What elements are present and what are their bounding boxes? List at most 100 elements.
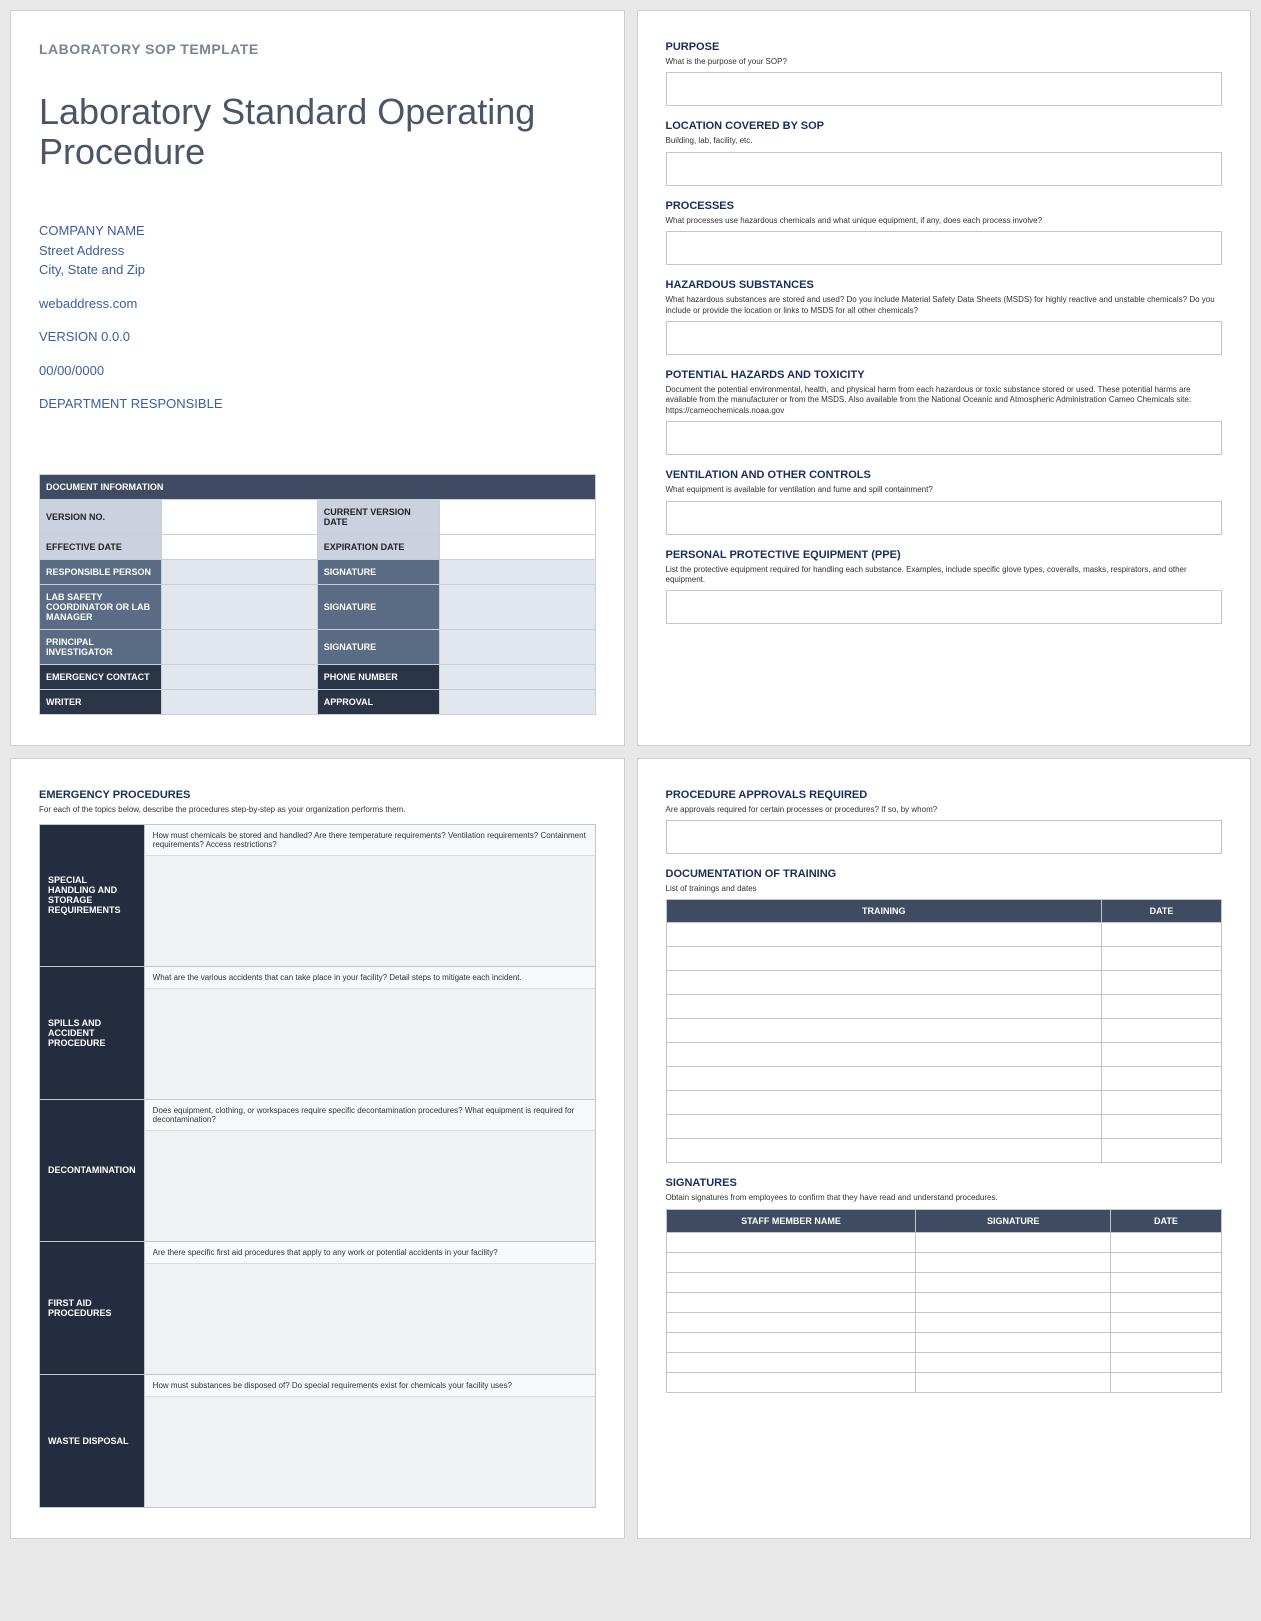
- form-section: PROCESSESWhat processes use hazardous ch…: [666, 200, 1223, 265]
- section-desc: Building, lab, facility, etc.: [666, 136, 1223, 146]
- training-cell[interactable]: [666, 1043, 1102, 1067]
- training-cell[interactable]: [666, 947, 1102, 971]
- signatures-section: SIGNATURES Obtain signatures from employ…: [666, 1177, 1223, 1392]
- training-cell[interactable]: [666, 1115, 1102, 1139]
- docinfo-label: VERSION NO.: [40, 499, 162, 534]
- training-cell[interactable]: [666, 1091, 1102, 1115]
- training-cell[interactable]: [666, 995, 1102, 1019]
- training-date-cell[interactable]: [1102, 923, 1222, 947]
- training-section: DOCUMENTATION OF TRAINING List of traini…: [666, 868, 1223, 1163]
- sig-name-cell[interactable]: [666, 1232, 916, 1252]
- training-title: DOCUMENTATION OF TRAINING: [666, 868, 1223, 880]
- sig-sign-cell[interactable]: [916, 1232, 1110, 1252]
- emergency-row-input[interactable]: [145, 856, 595, 966]
- sig-name-cell[interactable]: [666, 1332, 916, 1352]
- docinfo-label: PHONE NUMBER: [317, 664, 439, 689]
- sig-sign-cell[interactable]: [916, 1292, 1110, 1312]
- section-input[interactable]: [666, 72, 1223, 106]
- sig-name-cell[interactable]: [666, 1252, 916, 1272]
- approvals-section: PROCEDURE APPROVALS REQUIRED Are approva…: [666, 789, 1223, 854]
- sig-date-cell[interactable]: [1110, 1332, 1221, 1352]
- sig-date-cell[interactable]: [1110, 1292, 1221, 1312]
- sig-sign-cell[interactable]: [916, 1332, 1110, 1352]
- docinfo-value[interactable]: [439, 584, 595, 629]
- approvals-input[interactable]: [666, 820, 1223, 854]
- sig-date-cell[interactable]: [1110, 1312, 1221, 1332]
- date-label: 00/00/0000: [39, 361, 596, 381]
- sig-date-cell[interactable]: [1110, 1272, 1221, 1292]
- company-name: COMPANY NAME: [39, 221, 596, 241]
- docinfo-value[interactable]: [439, 534, 595, 559]
- training-cell[interactable]: [666, 923, 1102, 947]
- sig-sign-cell[interactable]: [916, 1352, 1110, 1372]
- training-cell[interactable]: [666, 1139, 1102, 1163]
- training-date-cell[interactable]: [1102, 1091, 1222, 1115]
- page-1-cover: LABORATORY SOP TEMPLATE Laboratory Stand…: [10, 10, 625, 746]
- docinfo-value[interactable]: [162, 584, 318, 629]
- section-input[interactable]: [666, 501, 1223, 535]
- sig-name-cell[interactable]: [666, 1352, 916, 1372]
- document-info-table: DOCUMENT INFORMATION VERSION NO.CURRENT …: [39, 474, 596, 715]
- training-date-cell[interactable]: [1102, 995, 1222, 1019]
- sig-date-cell[interactable]: [1110, 1352, 1221, 1372]
- emergency-table: SPECIAL HANDLING AND STORAGE REQUIREMENT…: [39, 824, 596, 1508]
- docinfo-value[interactable]: [162, 559, 318, 584]
- sig-sign-cell[interactable]: [916, 1312, 1110, 1332]
- sig-name-cell[interactable]: [666, 1372, 916, 1392]
- docinfo-value[interactable]: [162, 664, 318, 689]
- sig-sign-cell[interactable]: [916, 1252, 1110, 1272]
- training-date-cell[interactable]: [1102, 971, 1222, 995]
- docinfo-value[interactable]: [162, 499, 318, 534]
- docinfo-value[interactable]: [162, 534, 318, 559]
- sig-col-sign: SIGNATURE: [916, 1209, 1110, 1232]
- emergency-row-input[interactable]: [145, 1264, 595, 1374]
- training-cell[interactable]: [666, 1067, 1102, 1091]
- training-date-cell[interactable]: [1102, 1043, 1222, 1067]
- sig-date-cell[interactable]: [1110, 1252, 1221, 1272]
- docinfo-value[interactable]: [439, 629, 595, 664]
- meta-block: COMPANY NAME Street Address City, State …: [39, 221, 596, 414]
- sig-name-cell[interactable]: [666, 1292, 916, 1312]
- training-date-cell[interactable]: [1102, 947, 1222, 971]
- section-input[interactable]: [666, 152, 1223, 186]
- training-cell[interactable]: [666, 1019, 1102, 1043]
- docinfo-value[interactable]: [439, 664, 595, 689]
- docinfo-label: WRITER: [40, 689, 162, 714]
- training-date-cell[interactable]: [1102, 1115, 1222, 1139]
- emergency-row-content: Does equipment, clothing, or workspaces …: [144, 1099, 595, 1241]
- docinfo-value[interactable]: [162, 689, 318, 714]
- page-4-signoff: PROCEDURE APPROVALS REQUIRED Are approva…: [637, 758, 1252, 1539]
- sig-date-cell[interactable]: [1110, 1372, 1221, 1392]
- section-desc: What equipment is available for ventilat…: [666, 485, 1223, 495]
- training-date-cell[interactable]: [1102, 1067, 1222, 1091]
- sig-name-cell[interactable]: [666, 1312, 916, 1332]
- docinfo-value[interactable]: [439, 499, 595, 534]
- sig-sign-cell[interactable]: [916, 1372, 1110, 1392]
- sig-sign-cell[interactable]: [916, 1272, 1110, 1292]
- training-cell[interactable]: [666, 971, 1102, 995]
- docinfo-value[interactable]: [439, 689, 595, 714]
- department-label: DEPARTMENT RESPONSIBLE: [39, 394, 596, 414]
- template-label: LABORATORY SOP TEMPLATE: [39, 41, 596, 57]
- docinfo-label: SIGNATURE: [317, 559, 439, 584]
- emergency-row-input[interactable]: [145, 1397, 595, 1507]
- section-input[interactable]: [666, 321, 1223, 355]
- signatures-title: SIGNATURES: [666, 1177, 1223, 1189]
- docinfo-value[interactable]: [162, 629, 318, 664]
- section-title: PURPOSE: [666, 41, 1223, 53]
- docinfo-value[interactable]: [439, 559, 595, 584]
- signatures-desc: Obtain signatures from employees to conf…: [666, 1193, 1223, 1203]
- section-input[interactable]: [666, 231, 1223, 265]
- training-date-cell[interactable]: [1102, 1019, 1222, 1043]
- section-input[interactable]: [666, 590, 1223, 624]
- docinfo-label: CURRENT VERSION DATE: [317, 499, 439, 534]
- training-date-cell[interactable]: [1102, 1139, 1222, 1163]
- emergency-row-input[interactable]: [145, 1131, 595, 1241]
- emergency-row-content: How must chemicals be stored and handled…: [144, 824, 595, 966]
- section-input[interactable]: [666, 421, 1223, 455]
- sig-date-cell[interactable]: [1110, 1232, 1221, 1252]
- sig-name-cell[interactable]: [666, 1272, 916, 1292]
- docinfo-label: SIGNATURE: [317, 584, 439, 629]
- emergency-row-input[interactable]: [145, 989, 595, 1099]
- city-state-zip: City, State and Zip: [39, 260, 596, 280]
